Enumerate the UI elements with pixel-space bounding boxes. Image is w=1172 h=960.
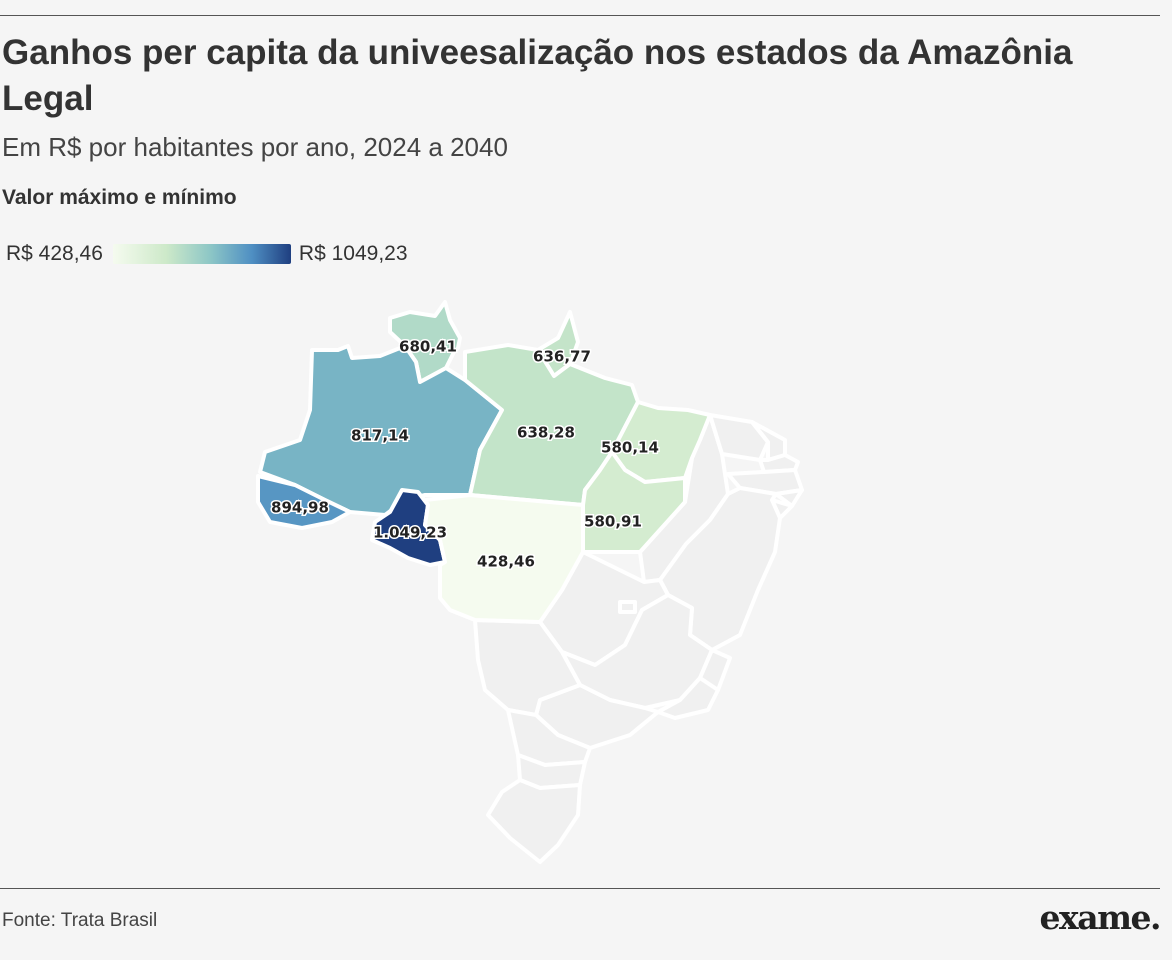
chart-title: Ganhos per capita da univeesalização nos…	[2, 33, 1073, 118]
state-value-label-maranhao: 580,14	[601, 439, 659, 457]
state-value-label-mato-grosso: 428,46	[477, 553, 535, 571]
legend-max-label: R$ 1049,23	[298, 242, 408, 265]
state-acre	[256, 474, 352, 530]
state-value-label-para: 638,28	[517, 424, 575, 442]
state-value-label-acre: 894,98	[271, 499, 329, 517]
exame-logo: exame.	[1039, 898, 1162, 937]
state-distrito-federal	[618, 600, 637, 614]
state-value-label-tocantins: 580,91	[584, 513, 642, 531]
state-mato-grosso	[423, 493, 585, 624]
state-value-label-roraima: 680,41	[399, 338, 457, 356]
bottom-rule	[0, 888, 1160, 889]
chart-subtitle: Em R$ por habitantes por ano, 2024 a 204…	[2, 132, 508, 162]
state-alagoas	[774, 488, 804, 508]
source-note: Fonte: Trata Brasil	[2, 910, 158, 931]
legend-gradient-bar	[112, 244, 291, 264]
state-mato-grosso-do-sul	[473, 618, 582, 717]
top-rule	[0, 15, 1160, 16]
state-value-label-amapa: 636,77	[533, 348, 591, 366]
state-value-label-rondonia: 1.049,23	[373, 524, 447, 542]
color-legend: R$ 428,46 R$ 1049,23	[6, 240, 408, 268]
brazil-map: 680,41 636,77 817,14 638,28 580,14 894,98 1.04…	[256, 300, 804, 864]
state-labels: 680,41 636,77 817,14 638,28 580,14 894,98 1.04…	[270, 336, 661, 572]
legend-min-label: R$ 428,46	[6, 242, 103, 265]
amazon-legal-states	[256, 300, 712, 624]
other-states	[473, 413, 804, 864]
legend-title: Valor máximo e mínimo	[2, 186, 237, 209]
state-rio-grande-do-sul	[486, 778, 582, 864]
state-value-label-amazonas: 817,14	[351, 427, 409, 445]
